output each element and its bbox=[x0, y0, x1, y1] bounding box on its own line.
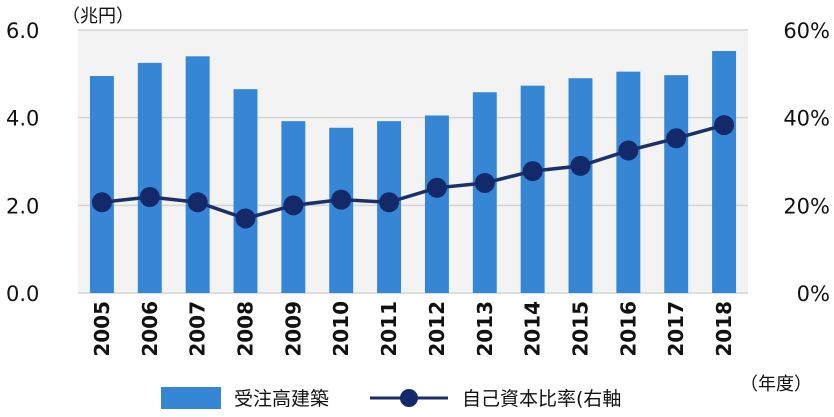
bar bbox=[424, 115, 449, 293]
bar bbox=[329, 127, 354, 293]
line-point bbox=[187, 192, 208, 213]
legend-bar-swatch bbox=[161, 387, 221, 409]
legend: 受注高建築 自己資本比率(右軸 bbox=[161, 387, 621, 410]
x-tick-label: 2016 bbox=[616, 301, 640, 357]
x-tick-label: 2013 bbox=[473, 301, 497, 357]
left-tick-label: 0.0 bbox=[6, 282, 39, 306]
x-tick-label: 2005 bbox=[90, 301, 114, 357]
bar bbox=[233, 89, 258, 293]
line-point bbox=[666, 128, 687, 149]
bar bbox=[520, 85, 545, 293]
x-tick-label: 2011 bbox=[377, 301, 401, 357]
bar bbox=[185, 56, 210, 293]
line-point bbox=[618, 140, 639, 161]
line-point bbox=[331, 189, 352, 210]
bar bbox=[568, 78, 593, 293]
line-point bbox=[570, 155, 591, 176]
line-point bbox=[426, 177, 447, 198]
x-tick-label: 2009 bbox=[281, 301, 305, 357]
left-tick-label: 4.0 bbox=[6, 107, 39, 131]
left-tick-label: 2.0 bbox=[6, 194, 39, 218]
left-axis-ticks: 0.0 2.0 4.0 6.0 bbox=[6, 19, 39, 306]
left-tick-label: 6.0 bbox=[6, 19, 39, 43]
bar bbox=[712, 51, 737, 293]
line-series bbox=[91, 115, 735, 229]
right-tick-label: 40% bbox=[783, 107, 830, 131]
bar bbox=[137, 62, 162, 293]
line-point bbox=[283, 195, 304, 216]
right-tick-label: 20% bbox=[783, 194, 830, 218]
x-tick-label: 2006 bbox=[138, 301, 162, 357]
line-point bbox=[474, 172, 495, 193]
legend-line-marker bbox=[400, 389, 418, 407]
right-axis-ticks: 0% 20% 40% 60% bbox=[783, 19, 830, 306]
x-tick-label: 2015 bbox=[569, 301, 593, 357]
left-axis-unit: （兆円） bbox=[62, 6, 134, 27]
line-point bbox=[714, 115, 735, 136]
x-axis-unit: （年度） bbox=[740, 374, 812, 395]
x-tick-label: 2014 bbox=[521, 301, 545, 357]
line-point bbox=[235, 208, 256, 229]
x-tick-label: 2018 bbox=[712, 301, 736, 357]
line-point bbox=[522, 161, 543, 182]
x-axis-ticks: 2005 2006 2007 2008 2009 2010 2011 2012 2013 2014… bbox=[90, 301, 736, 357]
line-point bbox=[379, 192, 400, 213]
plot-background bbox=[78, 30, 748, 293]
legend-bar-label: 受注高建築 bbox=[234, 388, 329, 410]
x-tick-label: 2007 bbox=[186, 301, 210, 357]
x-tick-label: 2012 bbox=[425, 301, 449, 357]
bar bbox=[664, 75, 689, 293]
bar bbox=[89, 76, 114, 294]
x-tick-label: 2010 bbox=[329, 301, 353, 357]
right-tick-label: 0% bbox=[797, 282, 830, 306]
line-point bbox=[91, 192, 112, 213]
bar bbox=[616, 71, 641, 294]
right-tick-label: 60% bbox=[783, 19, 830, 43]
x-tick-label: 2008 bbox=[234, 301, 258, 357]
legend-line-label: 自己資本比率(右軸 bbox=[462, 388, 621, 410]
line-point bbox=[139, 187, 160, 208]
x-tick-label: 2017 bbox=[664, 301, 688, 357]
